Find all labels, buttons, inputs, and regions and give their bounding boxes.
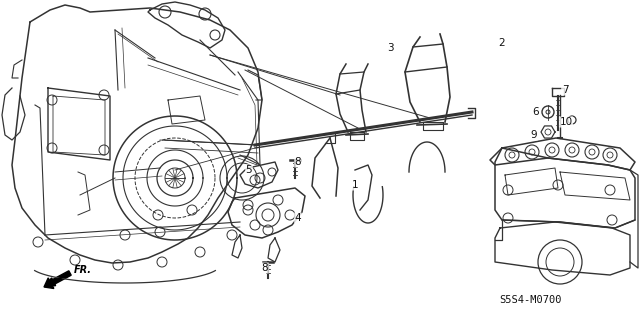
Text: 2: 2 — [499, 38, 506, 48]
Text: 3: 3 — [387, 43, 394, 53]
Text: 10: 10 — [559, 117, 573, 127]
Text: S5S4-M0700: S5S4-M0700 — [499, 295, 561, 305]
Text: 8: 8 — [262, 263, 268, 273]
Text: 1: 1 — [352, 180, 358, 190]
Text: 8: 8 — [294, 157, 301, 167]
Text: FR.: FR. — [74, 265, 92, 275]
Text: 9: 9 — [531, 130, 538, 140]
Text: 5: 5 — [246, 165, 252, 175]
Text: 4: 4 — [294, 213, 301, 223]
FancyArrow shape — [44, 271, 71, 289]
Text: 6: 6 — [532, 107, 540, 117]
Text: 7: 7 — [562, 85, 568, 95]
